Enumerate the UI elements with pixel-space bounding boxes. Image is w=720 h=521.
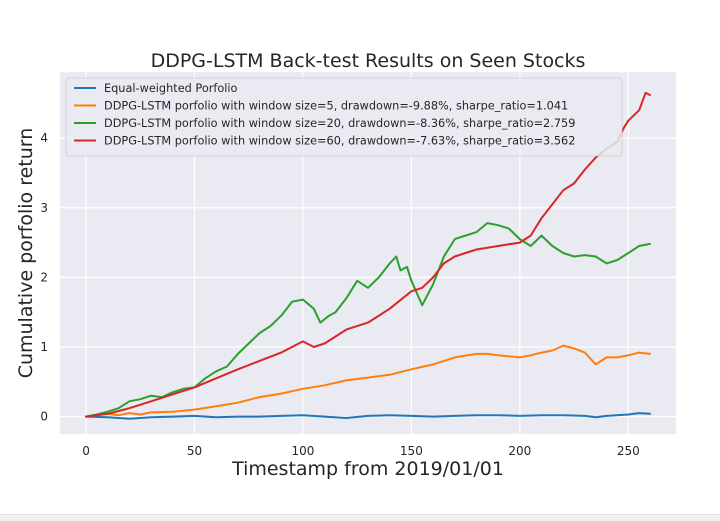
- x-tick-label: 250: [617, 444, 640, 458]
- x-tick-label: 50: [187, 444, 202, 458]
- y-tick-label: 4: [40, 131, 48, 145]
- y-tick-label: 3: [40, 201, 48, 215]
- x-tick-label: 100: [291, 444, 314, 458]
- tick-labels: 0 50 100 150 200 250 0 1 2 3 4: [40, 131, 639, 458]
- x-tick-label: 150: [400, 444, 423, 458]
- y-tick-label: 2: [40, 270, 48, 284]
- legend: Equal-weighted Porfolio DDPG-LSTM porfoli…: [65, 77, 623, 157]
- chart-title: DDPG-LSTM Back-test Results on Seen Stoc…: [151, 50, 586, 72]
- legend-label: DDPG-LSTM porfolio with window size=20, …: [104, 117, 575, 130]
- legend-label: DDPG-LSTM porfolio with window size=60, …: [104, 135, 575, 148]
- legend-label: Equal-weighted Porfolio: [104, 82, 238, 95]
- x-tick-label: 200: [508, 444, 531, 458]
- y-tick-label: 0: [40, 410, 48, 424]
- bottom-strip: [0, 514, 720, 521]
- series-line-2: [85, 222, 651, 418]
- series-line-0: [85, 412, 651, 420]
- y-axis-label: Cumulative porfolio return: [15, 128, 37, 379]
- x-axis-label: Timestamp from 2019/01/01: [231, 458, 504, 480]
- x-tick-label: 0: [82, 444, 90, 458]
- series-line-1: [85, 344, 651, 418]
- legend-box: [65, 77, 623, 157]
- legend-label: DDPG-LSTM porfolio with window size=5, d…: [104, 100, 568, 113]
- y-tick-label: 1: [40, 340, 48, 354]
